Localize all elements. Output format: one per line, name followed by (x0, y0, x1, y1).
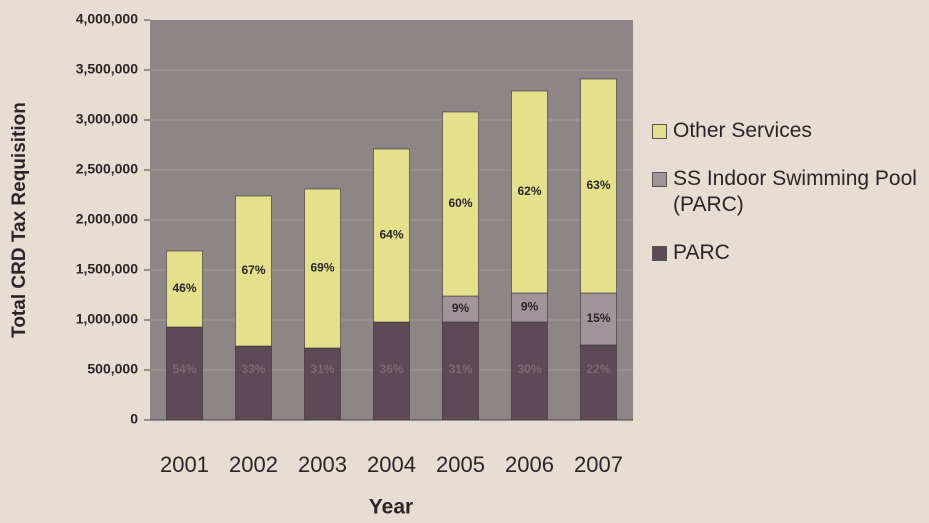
bar-segment (235, 195, 272, 347)
share-label: 33% (241, 362, 265, 376)
share-label: 67% (241, 263, 265, 277)
share-label: 46% (172, 281, 196, 295)
share-label: 63% (586, 178, 610, 192)
legend-swatch (652, 172, 667, 187)
y-tick-label: 1,000,000 (76, 311, 138, 327)
share-label: 22% (586, 362, 610, 376)
share-label: 36% (379, 362, 403, 376)
y-axis-title: Total CRD Tax Requisition (9, 102, 30, 338)
bar-segment (442, 321, 479, 421)
x-tick-label: 2003 (298, 452, 347, 477)
y-tick-label: 4,000,000 (76, 11, 138, 27)
legend-swatch (652, 124, 667, 139)
bar-segment (511, 292, 548, 323)
x-tick-label: 2001 (160, 452, 209, 477)
y-tick-label: 1,500,000 (76, 261, 138, 277)
bar-segment (442, 111, 479, 297)
share-label: 64% (379, 228, 403, 242)
y-tick-label: 2,500,000 (76, 161, 138, 177)
bar-segment (166, 326, 203, 421)
bar-segment (580, 292, 617, 346)
bar-segment (166, 250, 203, 328)
x-tick-label: 2007 (574, 452, 623, 477)
legend-label: PARC (673, 241, 730, 264)
bar-segment (442, 295, 479, 323)
legend: Other Services SS Indoor Swimming Pool (P… (652, 118, 927, 288)
y-tick-label: 500,000 (87, 361, 138, 377)
bar-segment (235, 345, 272, 421)
share-label: 62% (517, 184, 541, 198)
share-label: 60% (448, 196, 472, 210)
share-label: 54% (172, 362, 196, 376)
x-tick-label: 2005 (436, 452, 485, 477)
y-tick-label: 3,000,000 (76, 111, 138, 127)
legend-label: SS Indoor Swimming Pool (PARC) (673, 167, 917, 216)
x-tick-label: 2002 (229, 452, 278, 477)
share-label: 31% (448, 362, 472, 376)
x-axis-title: Year (369, 496, 413, 519)
share-label: 9% (521, 300, 539, 314)
share-label: 31% (310, 362, 334, 376)
share-label: 9% (452, 301, 470, 315)
y-tick-label: 2,000,000 (76, 211, 138, 227)
bar-segment (580, 78, 617, 294)
share-label: 69% (310, 261, 334, 275)
x-tick-label: 2006 (505, 452, 554, 477)
bar-segment (304, 188, 341, 349)
bar-segment (373, 148, 410, 323)
bar-segment (511, 90, 548, 294)
x-tick-label: 2004 (367, 452, 416, 477)
bar-segment (511, 321, 548, 421)
y-tick-label: 0 (130, 411, 138, 427)
y-tick-label: 3,500,000 (76, 61, 138, 77)
legend-item: PARC (652, 240, 927, 266)
legend-item: SS Indoor Swimming Pool (PARC) (652, 166, 927, 218)
bar-segment (373, 321, 410, 421)
bar-segment (580, 344, 617, 421)
legend-swatch (652, 246, 667, 261)
share-label: 30% (517, 362, 541, 376)
bar-segment (304, 347, 341, 421)
share-label: 15% (586, 311, 610, 325)
legend-item: Other Services (652, 118, 927, 144)
legend-label: Other Services (673, 119, 812, 142)
